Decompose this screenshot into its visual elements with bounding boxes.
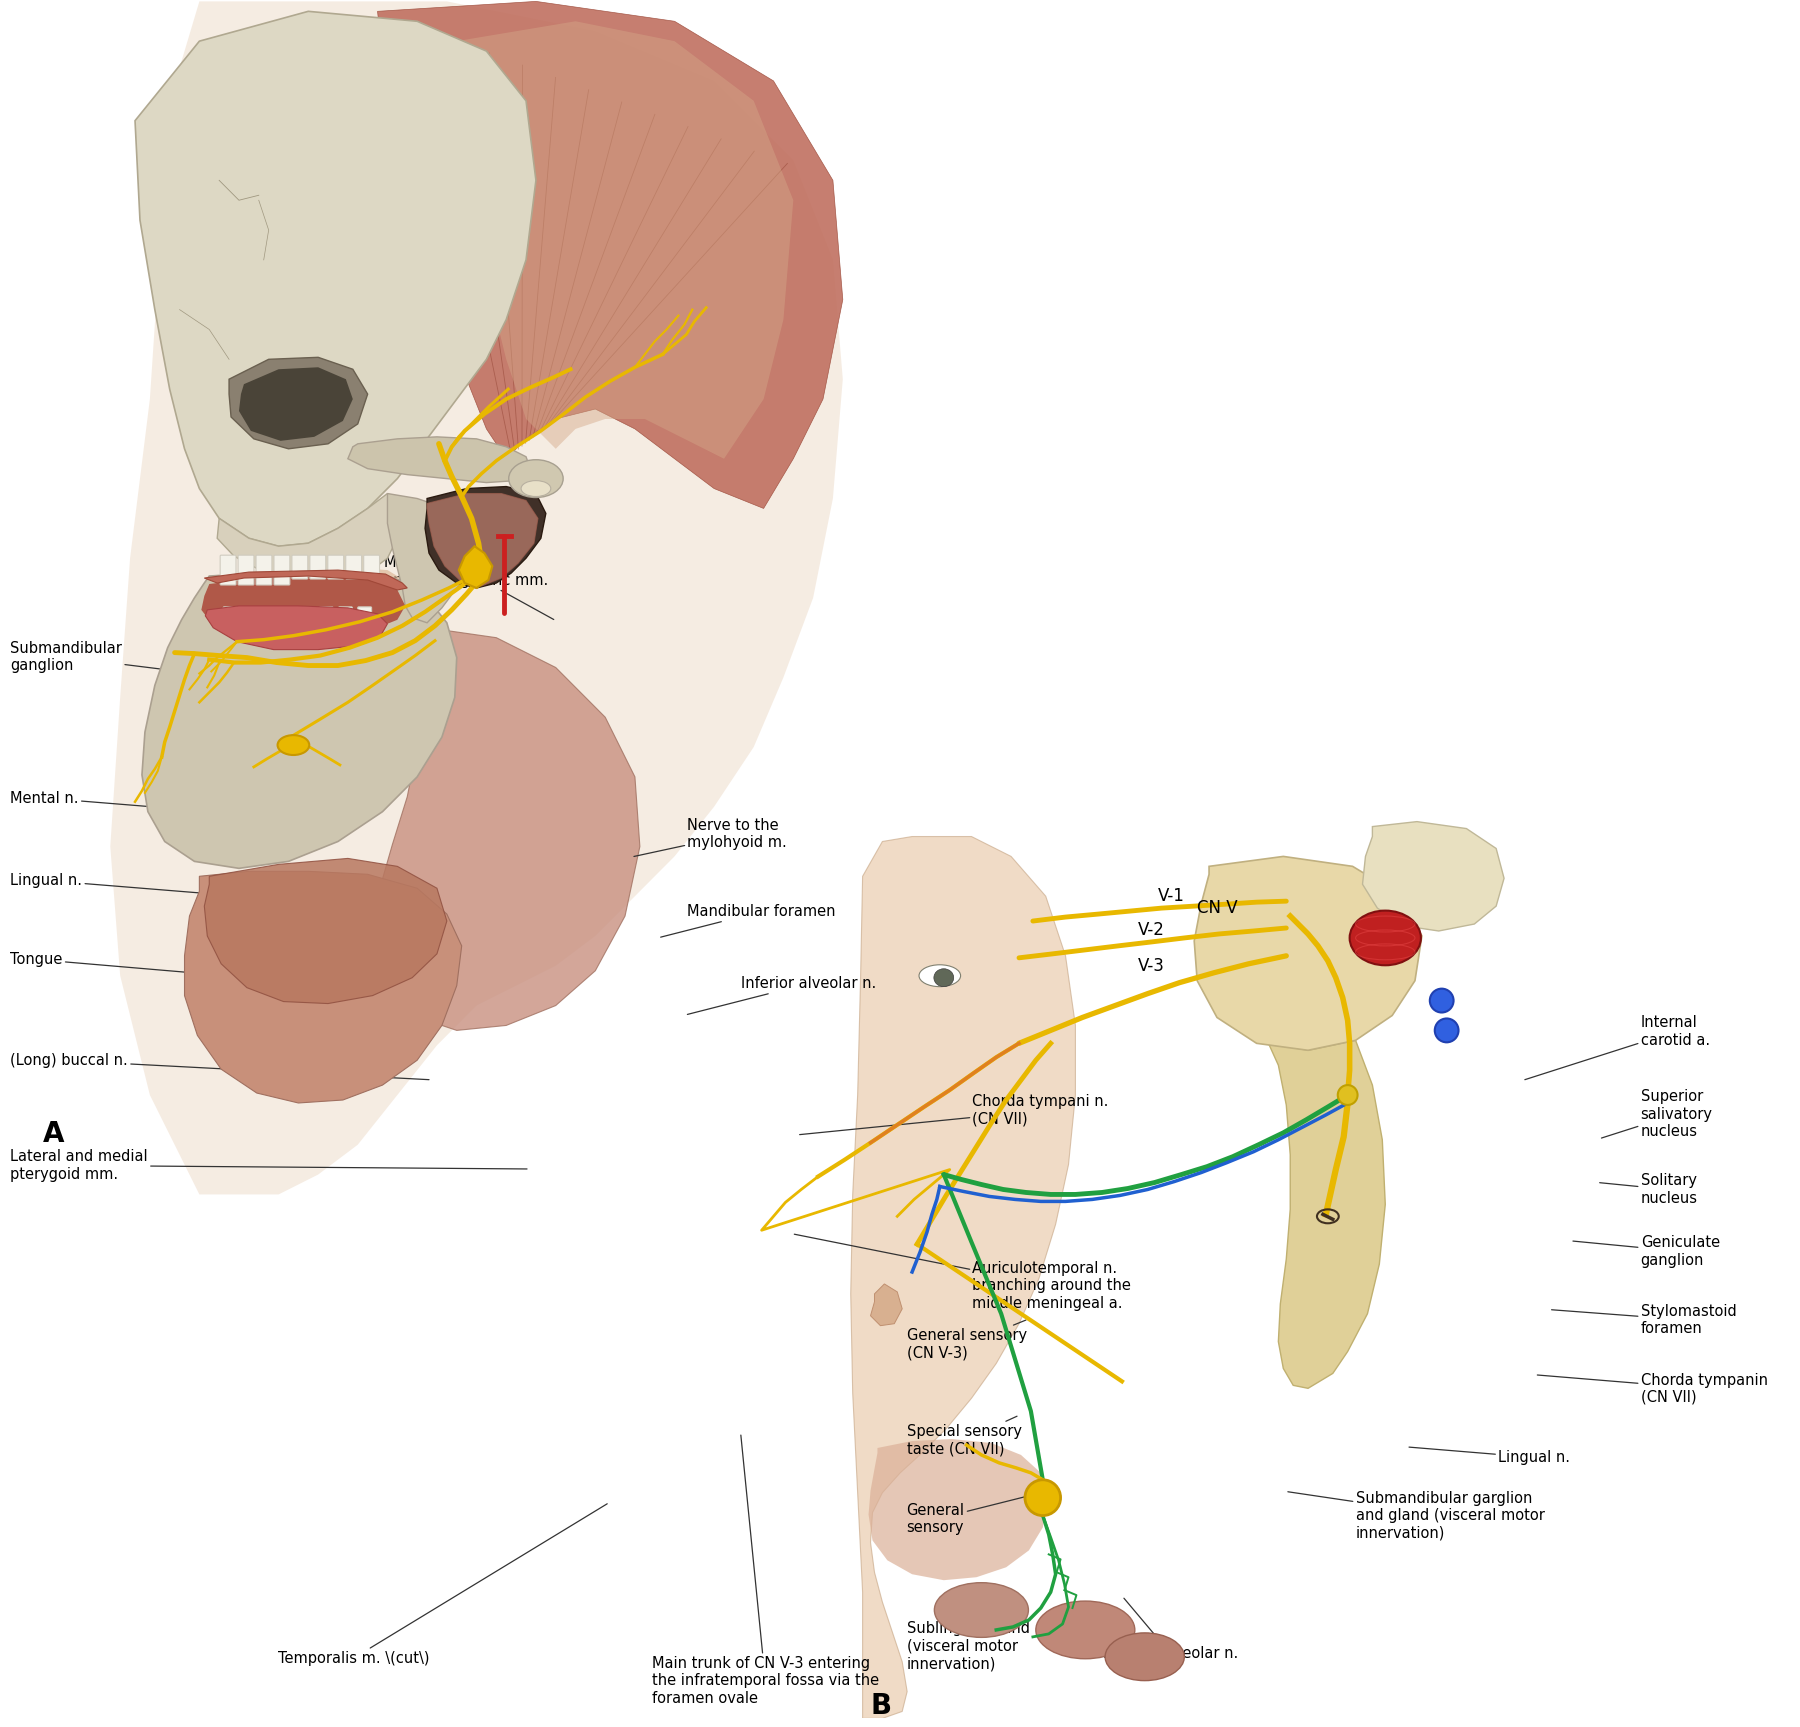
Text: Chorda tympani n.
(CN VII): Chorda tympani n. (CN VII) bbox=[799, 1095, 1109, 1135]
FancyBboxPatch shape bbox=[223, 606, 238, 632]
FancyBboxPatch shape bbox=[358, 606, 371, 632]
Ellipse shape bbox=[1350, 910, 1420, 965]
Polygon shape bbox=[1193, 857, 1422, 1050]
Polygon shape bbox=[459, 546, 493, 587]
Polygon shape bbox=[243, 566, 441, 769]
Text: Chorda tympanin
(CN VII): Chorda tympanin (CN VII) bbox=[1537, 1373, 1768, 1406]
Polygon shape bbox=[185, 872, 461, 1104]
Text: General
sensory: General sensory bbox=[907, 1496, 1031, 1535]
Text: General sensory
(CN V-3): General sensory (CN V-3) bbox=[907, 1319, 1026, 1361]
Polygon shape bbox=[378, 2, 842, 508]
Text: Internal
carotid a.: Internal carotid a. bbox=[1525, 1015, 1710, 1079]
Ellipse shape bbox=[920, 965, 961, 986]
FancyBboxPatch shape bbox=[319, 606, 333, 632]
Ellipse shape bbox=[509, 459, 563, 497]
Text: V-2: V-2 bbox=[1138, 920, 1165, 939]
Text: Lingual n.: Lingual n. bbox=[1409, 1447, 1570, 1464]
FancyBboxPatch shape bbox=[364, 554, 380, 579]
Polygon shape bbox=[871, 1283, 902, 1326]
Polygon shape bbox=[387, 494, 475, 623]
Text: Main trunk of CN V-3 entering
the infratemporal fossa via the
foramen ovale: Main trunk of CN V-3 entering the infrat… bbox=[652, 1435, 878, 1706]
Text: Inferior alveolar n.: Inferior alveolar n. bbox=[688, 976, 877, 1014]
FancyBboxPatch shape bbox=[281, 606, 295, 632]
Text: Mylohyoid and
anterior digastric mm.: Mylohyoid and anterior digastric mm. bbox=[385, 556, 554, 620]
Polygon shape bbox=[425, 487, 545, 587]
Polygon shape bbox=[218, 494, 398, 580]
Polygon shape bbox=[205, 606, 387, 649]
Ellipse shape bbox=[1105, 1634, 1184, 1680]
Text: CN V: CN V bbox=[1197, 900, 1238, 917]
FancyBboxPatch shape bbox=[274, 554, 290, 585]
Polygon shape bbox=[202, 577, 405, 634]
Text: Superior
salivatory
nucleus: Superior salivatory nucleus bbox=[1602, 1090, 1712, 1138]
Polygon shape bbox=[135, 12, 536, 546]
Text: Solitary
nucleus: Solitary nucleus bbox=[1600, 1173, 1697, 1205]
FancyBboxPatch shape bbox=[346, 554, 362, 579]
Polygon shape bbox=[142, 573, 457, 869]
Text: Geniculate
ganglion: Geniculate ganglion bbox=[1573, 1235, 1719, 1268]
Polygon shape bbox=[427, 494, 538, 585]
Polygon shape bbox=[347, 437, 531, 482]
FancyBboxPatch shape bbox=[220, 554, 236, 585]
FancyBboxPatch shape bbox=[256, 554, 272, 585]
Text: Special sensory
taste (CN VII): Special sensory taste (CN VII) bbox=[907, 1416, 1022, 1456]
Text: Inferior alveolar n.: Inferior alveolar n. bbox=[1103, 1597, 1238, 1661]
FancyBboxPatch shape bbox=[238, 554, 254, 585]
Ellipse shape bbox=[1035, 1601, 1134, 1658]
Text: Nerve to the
mylohyoid m.: Nerve to the mylohyoid m. bbox=[634, 819, 787, 857]
Polygon shape bbox=[373, 627, 639, 1031]
Polygon shape bbox=[205, 570, 407, 591]
Polygon shape bbox=[239, 368, 353, 440]
FancyBboxPatch shape bbox=[243, 606, 256, 632]
Ellipse shape bbox=[520, 480, 551, 496]
Text: Lateral and medial
pterygoid mm.: Lateral and medial pterygoid mm. bbox=[11, 1150, 527, 1181]
Ellipse shape bbox=[934, 969, 954, 986]
Polygon shape bbox=[110, 2, 842, 1195]
Text: (Long) buccal n.: (Long) buccal n. bbox=[11, 1053, 428, 1079]
Circle shape bbox=[1337, 1085, 1357, 1105]
FancyBboxPatch shape bbox=[310, 554, 326, 579]
Polygon shape bbox=[1269, 1040, 1386, 1389]
FancyBboxPatch shape bbox=[292, 554, 308, 579]
Text: A: A bbox=[43, 1119, 65, 1148]
Polygon shape bbox=[851, 836, 1075, 1718]
Text: Mental n.: Mental n. bbox=[11, 791, 277, 817]
Circle shape bbox=[1435, 1019, 1458, 1043]
FancyBboxPatch shape bbox=[261, 606, 275, 632]
FancyBboxPatch shape bbox=[328, 554, 344, 579]
Circle shape bbox=[1429, 988, 1454, 1012]
Polygon shape bbox=[457, 21, 794, 459]
Ellipse shape bbox=[277, 736, 310, 755]
Polygon shape bbox=[229, 357, 367, 449]
Text: Submandibular
ganglion: Submandibular ganglion bbox=[11, 641, 425, 701]
Text: Mandibular foramen: Mandibular foramen bbox=[661, 903, 835, 938]
Circle shape bbox=[1024, 1480, 1060, 1516]
Text: V-3: V-3 bbox=[1138, 957, 1165, 974]
Text: Submandibular garglion
and gland (visceral motor
innervation): Submandibular garglion and gland (viscer… bbox=[1287, 1490, 1544, 1540]
Text: Stylomastoid
foramen: Stylomastoid foramen bbox=[1552, 1304, 1737, 1337]
FancyBboxPatch shape bbox=[301, 606, 313, 632]
Text: V-1: V-1 bbox=[1157, 888, 1184, 905]
Text: Tongue: Tongue bbox=[11, 952, 319, 983]
Polygon shape bbox=[869, 1439, 1049, 1580]
Ellipse shape bbox=[934, 1582, 1028, 1637]
Text: Auriculotemporal n.
branching around the
middle meningeal a.: Auriculotemporal n. branching around the… bbox=[794, 1235, 1132, 1311]
Text: Temporalis m. \(cut\): Temporalis m. \(cut\) bbox=[277, 1504, 607, 1667]
FancyBboxPatch shape bbox=[338, 606, 353, 632]
Polygon shape bbox=[205, 858, 446, 1003]
Polygon shape bbox=[1363, 822, 1505, 931]
Text: Sublingual gland
(visceral motor
innervation): Sublingual gland (visceral motor innerva… bbox=[907, 1594, 1030, 1672]
Text: B: B bbox=[871, 1691, 891, 1720]
Text: Lingual n.: Lingual n. bbox=[11, 874, 301, 901]
